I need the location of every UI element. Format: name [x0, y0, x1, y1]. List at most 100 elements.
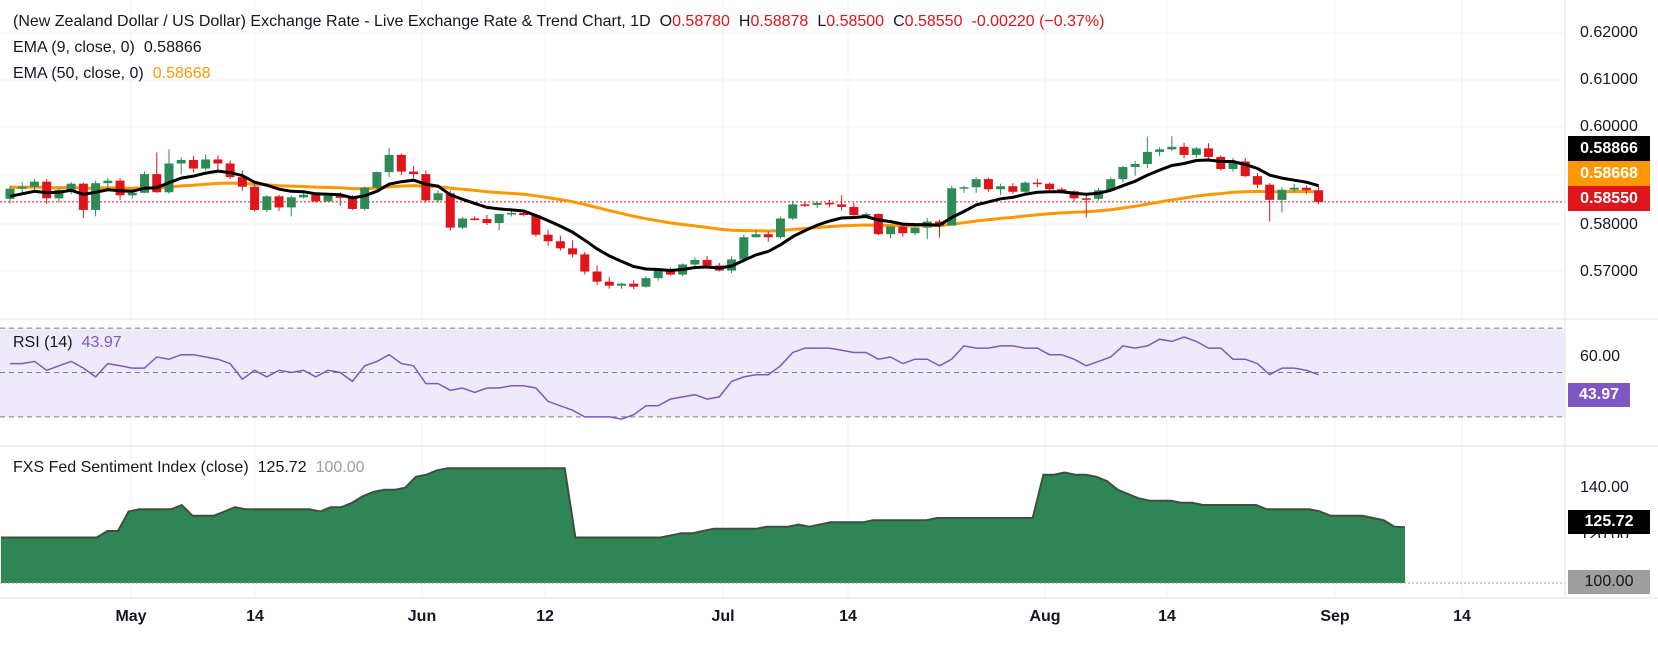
candle-body [1191, 148, 1201, 155]
candle-body [384, 154, 394, 173]
candle-body [898, 226, 908, 234]
candle-body [1314, 190, 1324, 202]
candle-body [127, 192, 137, 196]
low-label: L [817, 13, 827, 30]
candle-body [1265, 184, 1275, 200]
candle-body [286, 197, 296, 208]
candle-body [702, 259, 712, 266]
x-axis-label: Aug [1029, 608, 1061, 625]
ema9-legend[interactable]: EMA (9, close, 0) 0.58866 [13, 38, 202, 58]
candle-body [1289, 187, 1299, 190]
candles-layer [5, 136, 1324, 290]
candle-body [299, 194, 309, 198]
candle-body [788, 204, 798, 219]
ema9-layer [9, 158, 1320, 273]
candle-body [262, 196, 272, 210]
candle-body [274, 196, 284, 208]
candle-body [996, 186, 1006, 190]
candle-body [910, 227, 920, 234]
candle-body [470, 218, 480, 221]
candle-body [861, 213, 871, 216]
candle-body [837, 204, 847, 207]
candle-body [1032, 182, 1042, 185]
candle-body [17, 186, 27, 189]
candle-body [580, 254, 590, 272]
candle-body [1179, 146, 1189, 155]
x-axis-label: 12 [536, 608, 554, 625]
candle-body [237, 177, 247, 187]
price-tick: 0.58000 [1580, 216, 1638, 233]
candle-body [250, 186, 260, 210]
candle-body [140, 174, 150, 193]
candle-body [445, 193, 455, 228]
candle-body [1240, 161, 1250, 177]
x-axis-label: Jul [711, 608, 735, 625]
fxs-area [1, 468, 1405, 583]
candle-body [396, 154, 406, 172]
candle-body [103, 180, 113, 184]
candle-body [347, 197, 357, 209]
fxs-base-value: 100.00 [315, 459, 365, 476]
fxs-tick: 140.00 [1580, 479, 1629, 496]
candle-body [458, 218, 468, 228]
candle-body [1008, 186, 1018, 192]
candle-body [482, 219, 492, 224]
candle-body [115, 180, 125, 196]
candle-body [983, 179, 993, 190]
candle-body [323, 195, 333, 202]
candle-body [29, 181, 39, 187]
fxs-base-badge: 100.00 [1568, 570, 1650, 594]
grid-lines [0, 0, 1565, 598]
candle-body [311, 194, 321, 202]
candle-body [1167, 146, 1177, 150]
rsi-tick: 60.00 [1580, 348, 1621, 365]
last-price-badge: 0.58550 [1568, 186, 1650, 211]
candle-body [800, 204, 810, 206]
rsi-band-fill [0, 328, 1565, 417]
candle-body [66, 183, 76, 190]
x-axis-label: 14 [839, 608, 857, 625]
rsi-layer [10, 336, 1319, 420]
high-value: 0.58878 [750, 13, 809, 30]
candle-body [1301, 187, 1311, 191]
candle-body [873, 213, 883, 235]
x-axis-label: Sep [1320, 608, 1350, 625]
rsi-label: RSI (14) [13, 334, 73, 351]
candle-body [1045, 183, 1055, 190]
candle-body [592, 271, 602, 282]
ema9-line [9, 158, 1320, 273]
candle-body [812, 202, 822, 205]
candle-body [1020, 182, 1030, 192]
candle-body [519, 212, 529, 215]
candle-body [5, 188, 15, 199]
price-tick: 0.61000 [1580, 71, 1638, 88]
fxs-legend[interactable]: FXS Fed Sentiment Index (close) 125.72 100… [13, 458, 365, 478]
rsi-legend[interactable]: RSI (14) 43.97 [13, 333, 122, 353]
chart-title: (New Zealand Dollar / US Dollar) Exchang… [13, 13, 651, 30]
fxs-value: 125.72 [257, 459, 307, 476]
x-axis-label: 14 [1158, 608, 1176, 625]
candle-body [372, 172, 382, 188]
candle-body [78, 183, 88, 210]
candle-body [1155, 149, 1165, 152]
candle-body [1057, 189, 1067, 192]
candle-body [1142, 151, 1152, 164]
candle-body [54, 189, 64, 199]
candle-body [225, 163, 235, 178]
candle-body [1277, 189, 1287, 200]
candle-body [568, 248, 578, 255]
candle-body [1228, 161, 1238, 170]
fxs-line [1, 467, 1406, 539]
candle-body [531, 214, 541, 235]
open-value: 0.58780 [672, 13, 730, 30]
change-value: -0.00220 (−0.37%) [971, 13, 1105, 30]
close-label: C [893, 13, 905, 30]
candle-body [1252, 176, 1262, 185]
candle-body [971, 179, 981, 188]
candle-body [1081, 198, 1091, 200]
candle-body [42, 181, 52, 199]
ema50-legend[interactable]: EMA (50, close, 0) 0.58668 [13, 64, 211, 84]
candle-body [555, 241, 565, 249]
candle-body [176, 159, 186, 164]
